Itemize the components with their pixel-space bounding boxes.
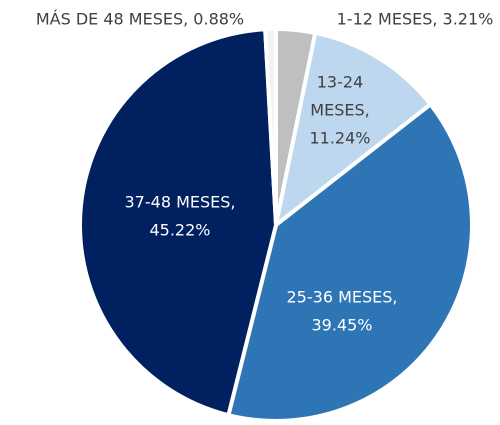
data-label: 1-12 MESES, 3.21%	[337, 10, 494, 29]
data-label: 13-24	[317, 73, 364, 92]
pie-slice	[226, 101, 474, 423]
data-label: 25-36 MESES,	[287, 288, 398, 307]
data-label: MESES,	[310, 101, 369, 120]
pie-slice	[272, 30, 434, 230]
pie-slice	[78, 27, 279, 418]
data-label: 39.45%	[311, 316, 372, 335]
data-label: MÁS DE 48 MESES, 0.88%	[36, 10, 244, 29]
data-label: 37-48 MESES,	[125, 193, 236, 212]
pie-slice	[263, 26, 278, 226]
data-label: 45.22%	[149, 221, 210, 240]
data-label: 11.24%	[309, 129, 370, 148]
